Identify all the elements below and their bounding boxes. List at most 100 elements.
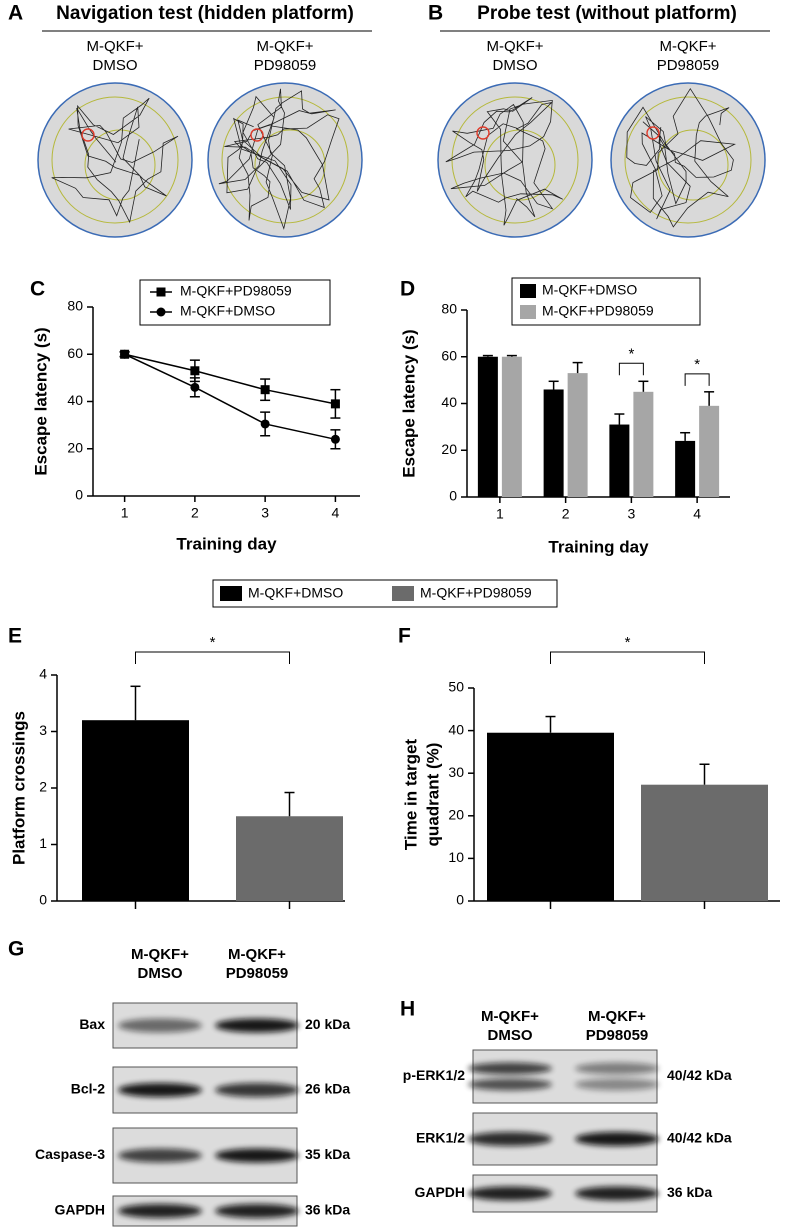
y-tick-label: 40 xyxy=(441,394,457,410)
marker xyxy=(120,349,130,359)
pool-ring xyxy=(624,96,752,224)
y-axis-title: Platform crossings xyxy=(9,711,28,865)
legend-swatch xyxy=(220,586,242,601)
protein-label: GAPDH xyxy=(54,1202,105,1218)
y-tick-label: 60 xyxy=(67,345,83,361)
band xyxy=(575,1186,659,1201)
sig-bracket xyxy=(550,651,705,664)
legend-box xyxy=(511,277,701,326)
panel-letter: A xyxy=(8,2,23,25)
size-label: 20 kDa xyxy=(305,1016,350,1032)
y-tick-label: 50 xyxy=(448,679,464,695)
legend-swatch xyxy=(520,284,536,298)
panel-title: Navigation test (hidden platform) xyxy=(56,3,354,24)
protein-label: Caspase-3 xyxy=(35,1146,105,1162)
x-tick-label: 1 xyxy=(121,505,129,521)
panel-letter: C xyxy=(30,278,45,301)
sig-label: * xyxy=(628,345,634,362)
y-tick-label: 20 xyxy=(448,807,464,823)
band xyxy=(215,1148,299,1163)
y-tick-label: 1 xyxy=(39,835,47,851)
x-tick-label: 3 xyxy=(261,505,269,521)
group-label: PD98059 xyxy=(657,57,720,74)
band xyxy=(118,1148,202,1163)
protein-label: Bax xyxy=(79,1016,105,1032)
marker xyxy=(190,382,200,392)
band xyxy=(468,1132,552,1146)
lane-label: M-QKF+ xyxy=(228,946,286,963)
size-label: 40/42 kDa xyxy=(667,1067,732,1083)
y-tick-label: 2 xyxy=(39,779,47,795)
platform xyxy=(250,128,264,142)
protein-label: p-ERK1/2 xyxy=(403,1067,465,1083)
sig-bracket xyxy=(618,362,644,376)
platform xyxy=(476,126,490,140)
bar xyxy=(609,424,630,497)
pool xyxy=(207,82,363,238)
x-axis-title: Training day xyxy=(548,537,649,556)
swim-path xyxy=(445,97,563,226)
panel-letter: H xyxy=(400,998,415,1021)
sig-bracket xyxy=(135,651,290,664)
bar xyxy=(501,356,522,497)
band xyxy=(575,1132,659,1146)
y-tick-label: 40 xyxy=(67,392,83,408)
lane-label: PD98059 xyxy=(226,965,289,982)
group-label: M-QKF+ xyxy=(486,38,543,55)
panel-letter: F xyxy=(398,625,411,648)
panel-letter: D xyxy=(400,278,415,301)
legend-label: M-QKF+DMSO xyxy=(542,282,637,298)
band xyxy=(468,1078,552,1091)
band xyxy=(468,1186,552,1201)
y-axis-title: quadrant (%) xyxy=(423,743,442,847)
panel-letter: G xyxy=(8,938,24,961)
y-tick-label: 80 xyxy=(67,298,83,314)
y-tick-label: 0 xyxy=(75,487,83,503)
size-label: 40/42 kDa xyxy=(667,1130,732,1146)
marker xyxy=(190,366,200,376)
legend-label: M-QKF+DMSO xyxy=(180,303,275,319)
size-label: 35 kDa xyxy=(305,1146,350,1162)
band xyxy=(118,1083,202,1097)
sig-label: * xyxy=(694,356,700,373)
y-tick-label: 40 xyxy=(448,721,464,737)
bar xyxy=(236,816,343,901)
band xyxy=(575,1062,659,1075)
swim-path xyxy=(218,88,340,230)
bar xyxy=(567,373,588,497)
size-label: 36 kDa xyxy=(667,1184,712,1200)
y-tick-label: 20 xyxy=(67,439,83,455)
group-label: M-QKF+ xyxy=(86,38,143,55)
legend-swatch xyxy=(520,305,536,319)
group-label: M-QKF+ xyxy=(659,38,716,55)
y-tick-label: 0 xyxy=(449,488,457,504)
y-tick-label: 80 xyxy=(441,301,457,317)
band xyxy=(215,1204,299,1218)
group-label: PD98059 xyxy=(254,57,317,74)
legend-label: M-QKF+PD98059 xyxy=(420,585,532,601)
bar xyxy=(543,389,564,497)
x-tick-label: 2 xyxy=(562,506,570,522)
legend-box xyxy=(139,279,331,326)
marker xyxy=(330,399,340,409)
line xyxy=(124,353,336,405)
panel-letter: E xyxy=(8,625,22,648)
y-axis-title: Escape latency (s) xyxy=(31,327,50,475)
band xyxy=(215,1018,299,1033)
x-tick-label: 1 xyxy=(496,506,504,522)
x-axis-title: Training day xyxy=(176,534,277,553)
x-tick-label: 4 xyxy=(693,506,701,522)
y-tick-label: 3 xyxy=(39,722,47,738)
marker xyxy=(260,419,270,429)
y-tick-label: 0 xyxy=(456,892,464,908)
band xyxy=(575,1078,659,1091)
protein-label: ERK1/2 xyxy=(416,1130,465,1146)
size-label: 26 kDa xyxy=(305,1081,350,1097)
bar xyxy=(477,356,498,497)
sig-label: * xyxy=(210,634,216,651)
band xyxy=(118,1018,202,1033)
group-label: DMSO xyxy=(93,57,138,74)
y-tick-label: 30 xyxy=(448,764,464,780)
swim-path xyxy=(51,97,179,224)
bar xyxy=(641,784,768,901)
